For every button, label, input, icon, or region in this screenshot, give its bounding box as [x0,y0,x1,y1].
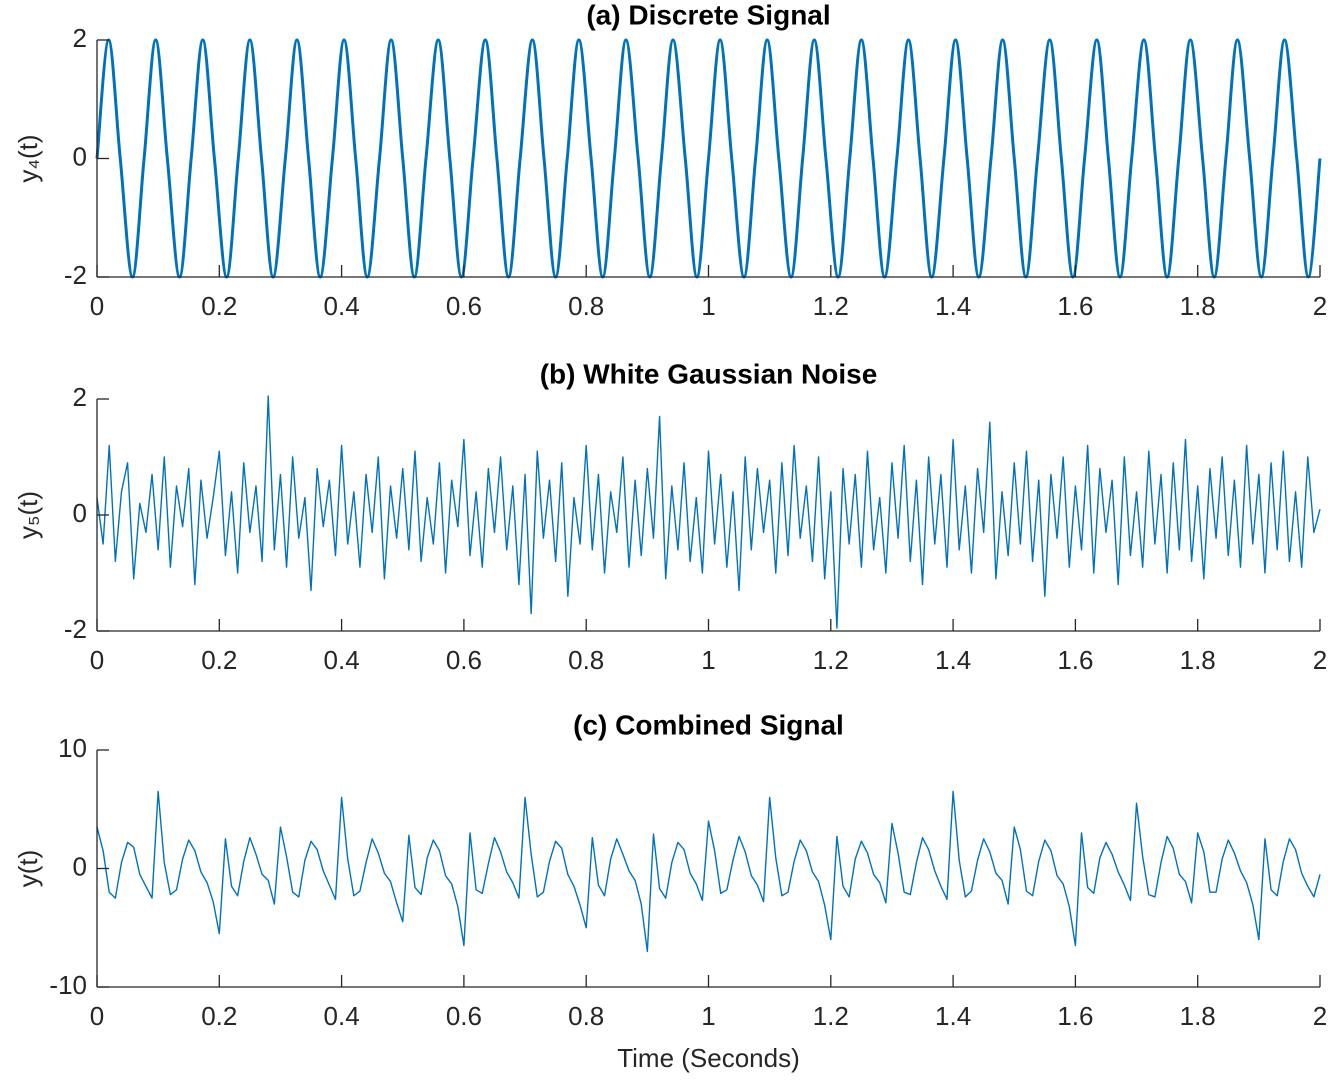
y-axis-label: y₄(t) [13,134,43,182]
x-tick-label: 0.4 [324,645,360,675]
x-axis-label: Time (Seconds) [617,1043,800,1073]
x-tick-label: 0.8 [568,1001,604,1031]
x-tick-label: 0 [90,291,104,321]
y-tick-label: 2 [73,382,87,412]
x-tick-label: 1 [701,1001,715,1031]
x-tick-label: 0.6 [446,645,482,675]
x-tick-label: 0 [90,645,104,675]
y-tick-label: 10 [58,733,87,763]
x-tick-label: 0.6 [446,1001,482,1031]
x-tick-label: 0.4 [324,291,360,321]
y-axis-label: y₅(t) [13,491,43,539]
subplot-title: (c) Combined Signal [573,709,844,740]
x-tick-label: 1.6 [1057,645,1093,675]
y-tick-label: -2 [64,614,87,644]
y-tick-label: 0 [73,498,87,528]
y-tick-label: 0 [73,141,87,171]
subplot-title: (b) White Gaussian Noise [540,358,878,389]
x-tick-label: 0.8 [568,645,604,675]
x-tick-label: 1.4 [935,1001,971,1031]
y-tick-label: -10 [49,970,87,1000]
x-tick-label: 1.4 [935,291,971,321]
y-tick-label: 0 [73,851,87,881]
x-tick-label: 1 [701,291,715,321]
x-tick-label: 0.6 [446,291,482,321]
x-tick-label: 0.2 [201,291,237,321]
signal-line [95,38,1322,279]
x-tick-label: 2 [1313,1001,1327,1031]
x-tick-label: 0.4 [324,1001,360,1031]
x-tick-label: 2 [1313,645,1327,675]
x-tick-label: 1.2 [813,1001,849,1031]
x-tick-label: 2 [1313,291,1327,321]
x-tick-label: 1.4 [935,645,971,675]
x-tick-label: 1.2 [813,291,849,321]
y-tick-label: -2 [64,260,87,290]
signal-line [96,395,1321,629]
y-axis-label: y(t) [13,850,43,888]
x-tick-label: 1.8 [1180,645,1216,675]
x-tick-label: 1.6 [1057,291,1093,321]
signal-line [96,790,1321,953]
subplot-title: (a) Discrete Signal [586,0,830,30]
x-tick-label: 0.2 [201,1001,237,1031]
x-tick-label: 0 [90,1001,104,1031]
x-tick-label: 0.8 [568,291,604,321]
x-tick-label: 1.8 [1180,1001,1216,1031]
x-tick-label: 0.2 [201,645,237,675]
x-tick-label: 1.2 [813,645,849,675]
y-tick-label: 2 [73,23,87,53]
x-tick-label: 1.6 [1057,1001,1093,1031]
x-tick-label: 1.8 [1180,291,1216,321]
x-tick-label: 1 [701,645,715,675]
